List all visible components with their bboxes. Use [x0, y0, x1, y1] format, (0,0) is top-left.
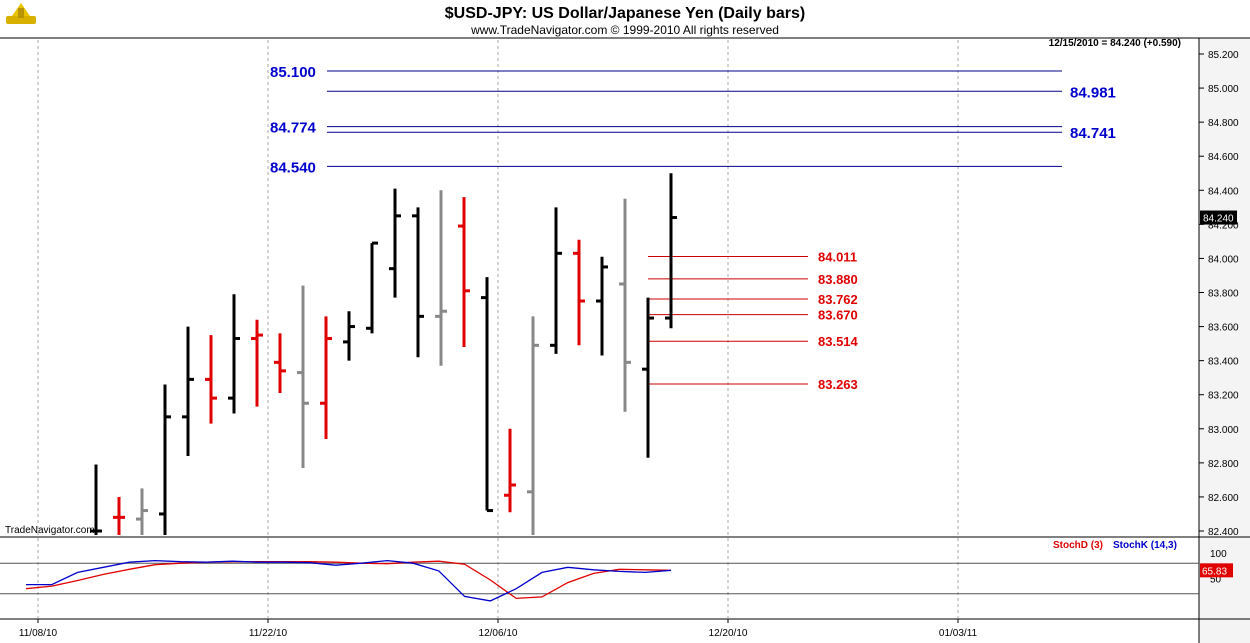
date-axis-label: 12/20/10	[709, 628, 748, 639]
price-axis-label: 84.200	[1208, 220, 1239, 231]
ohlc-bar	[320, 316, 332, 440]
date-x-axis: 11/08/10 11/22/10 12/06/10 12/20/10 01/03/11	[19, 619, 978, 639]
date-axis-label: 11/08/10	[19, 628, 58, 639]
ohlc-bar	[205, 335, 217, 424]
last-price-badge	[1200, 210, 1237, 225]
price-axis-label: 83.400	[1208, 357, 1239, 368]
price-axis-label: 83.000	[1208, 425, 1239, 436]
stochk-legend: StochK (14,3)	[1113, 540, 1177, 551]
ohlc-bar	[343, 311, 355, 361]
resistance-label: 84.741	[1070, 125, 1116, 142]
price-axis-label: 85.000	[1208, 84, 1239, 95]
last-price-info: 12/15/2010 = 84.240 (+0.590)	[1049, 38, 1181, 49]
price-y-axis: 85.200 85.000 84.800 84.600 84.400 84.200 84.0…	[1199, 50, 1239, 538]
resistance-label: 84.774	[270, 120, 317, 137]
support-label: 83.514	[818, 334, 859, 349]
stoch-line-stochk	[26, 559, 672, 602]
ohlc-bar	[504, 428, 516, 513]
date-axis-label: 12/06/10	[479, 628, 518, 639]
price-axis-label: 85.200	[1208, 50, 1239, 61]
chart-subtitle: www.TradeNavigator.com © 1999-2010 All r…	[470, 23, 779, 37]
price-bars	[90, 173, 677, 535]
ohlc-bar	[435, 190, 447, 366]
price-axis-label: 84.000	[1208, 254, 1239, 265]
ohlc-bar	[412, 207, 424, 358]
price-axis-label: 83.600	[1208, 323, 1239, 334]
date-axis-label: 11/22/10	[249, 628, 288, 639]
ohlc-bar	[458, 197, 470, 348]
price-axis-label: 83.200	[1208, 391, 1239, 402]
ohlc-bar	[527, 316, 539, 535]
price-axis-label: 83.800	[1208, 289, 1239, 300]
ohlc-bar	[619, 198, 631, 412]
resistance-label: 84.540	[270, 159, 316, 176]
price-axis-label: 82.800	[1208, 459, 1239, 470]
support-label: 83.263	[818, 377, 858, 392]
watermark-label: TradeNavigator.com	[5, 525, 95, 536]
ohlc-bar	[90, 464, 102, 535]
stoch-last-value-badge	[1200, 563, 1233, 578]
ohlc-bar	[665, 173, 677, 329]
level-lines: 85.100 84.981 84.774 84.741 84.540 84.011 83.8…	[270, 64, 1116, 392]
stoch-axis-label: 50	[1210, 575, 1222, 586]
stoch-line-stochd	[25, 560, 672, 600]
stochd-legend: StochD (3)	[1053, 540, 1103, 551]
price-axis-label: 84.600	[1208, 152, 1239, 163]
price-axis-label: 84.400	[1208, 186, 1239, 197]
ohlc-bar	[136, 488, 148, 535]
grid-lines	[37, 40, 959, 618]
ohlc-bar	[596, 256, 608, 356]
tradenavigator-logo-icon	[6, 3, 36, 24]
stoch-last-value-label: 65.83	[1202, 566, 1227, 577]
stochastic-panel: 100 50 StochD (3) StochK (14,3) 65.83	[0, 540, 1233, 602]
support-label: 83.670	[818, 308, 858, 323]
ohlc-bar	[159, 384, 171, 535]
chart-title: $USD-JPY: US Dollar/Japanese Yen (Daily …	[445, 5, 805, 22]
ohlc-bar	[274, 333, 286, 394]
stoch-axis-label: 100	[1210, 549, 1227, 560]
price-axis-label: 82.600	[1208, 493, 1239, 504]
ohlc-bar	[251, 319, 263, 407]
support-label: 83.880	[818, 272, 858, 287]
resistance-label: 85.100	[270, 64, 316, 81]
ohlc-bar	[573, 239, 585, 346]
ohlc-bar	[366, 241, 378, 334]
date-axis-label: 01/03/11	[939, 628, 978, 639]
price-axis-label: 82.400	[1208, 527, 1239, 538]
support-label: 83.762	[818, 292, 858, 307]
ohlc-bar	[228, 294, 240, 414]
last-price-badge-label: 84.240	[1203, 214, 1234, 225]
y-axis-panel	[1199, 38, 1250, 643]
ohlc-bar	[642, 297, 654, 458]
ohlc-bar	[297, 285, 309, 468]
ohlc-bar	[550, 207, 562, 354]
price-axis-label: 84.800	[1208, 118, 1239, 129]
ohlc-bar	[113, 496, 125, 535]
support-label: 84.011	[818, 250, 857, 265]
ohlc-bar	[182, 326, 194, 457]
resistance-label: 84.981	[1070, 84, 1116, 101]
ohlc-bar	[481, 277, 493, 513]
ohlc-bar	[389, 188, 401, 298]
